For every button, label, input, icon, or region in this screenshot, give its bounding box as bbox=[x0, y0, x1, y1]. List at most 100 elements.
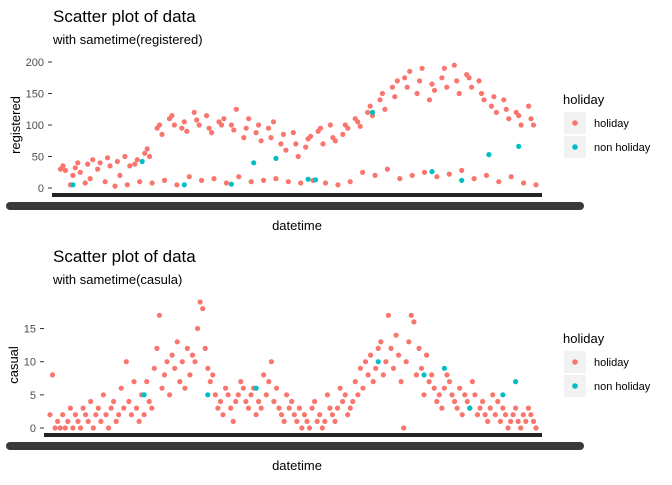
data-point bbox=[375, 359, 381, 365]
data-point bbox=[248, 179, 254, 185]
data-point bbox=[327, 122, 333, 128]
data-point bbox=[271, 398, 277, 405]
data-point bbox=[228, 122, 234, 128]
data-point bbox=[533, 425, 539, 431]
data-point bbox=[334, 405, 341, 411]
data-point bbox=[256, 398, 262, 405]
data-point bbox=[441, 365, 447, 371]
data-point bbox=[243, 125, 249, 131]
legend-key-dot bbox=[572, 383, 578, 389]
data-point bbox=[296, 405, 302, 411]
data-point bbox=[281, 418, 287, 424]
data-point bbox=[248, 392, 254, 398]
data-point bbox=[419, 65, 425, 71]
data-point bbox=[368, 352, 374, 358]
series-holiday bbox=[57, 62, 539, 189]
data-point bbox=[181, 182, 187, 188]
data-point bbox=[523, 418, 529, 424]
data-point bbox=[261, 372, 267, 378]
data-point bbox=[483, 172, 490, 178]
data-point bbox=[392, 94, 398, 100]
data-point bbox=[141, 392, 147, 398]
data-point bbox=[144, 146, 150, 152]
data-point bbox=[212, 392, 218, 398]
data-point bbox=[352, 379, 358, 385]
data-point bbox=[466, 75, 472, 81]
data-point bbox=[209, 130, 215, 136]
data-point bbox=[360, 385, 366, 391]
data-point bbox=[283, 147, 289, 153]
data-point bbox=[286, 405, 292, 411]
data-point bbox=[220, 412, 226, 418]
x-axis-label: datetime bbox=[272, 218, 322, 233]
data-point bbox=[464, 398, 470, 405]
data-point bbox=[117, 172, 123, 178]
data-point bbox=[171, 122, 177, 128]
data-point bbox=[421, 392, 427, 398]
data-point bbox=[490, 392, 496, 398]
data-point bbox=[408, 312, 414, 318]
data-point bbox=[169, 352, 175, 358]
data-point bbox=[238, 379, 244, 385]
data-point bbox=[426, 97, 433, 103]
data-point bbox=[436, 392, 442, 398]
data-point bbox=[179, 359, 185, 365]
data-point bbox=[57, 425, 63, 431]
data-point bbox=[347, 179, 353, 185]
data-point bbox=[236, 174, 242, 180]
data-point bbox=[322, 180, 329, 186]
data-point bbox=[206, 125, 212, 131]
data-point bbox=[417, 78, 423, 84]
data-point bbox=[47, 412, 53, 418]
legend-key-dot bbox=[572, 144, 578, 150]
data-point bbox=[182, 385, 188, 391]
data-point bbox=[139, 158, 145, 165]
data-point bbox=[156, 312, 162, 318]
data-point bbox=[322, 418, 328, 424]
data-point bbox=[60, 412, 66, 418]
data-point bbox=[456, 90, 462, 97]
data-point bbox=[85, 418, 91, 424]
data-point bbox=[434, 398, 440, 405]
data-point bbox=[147, 153, 153, 160]
data-point bbox=[70, 425, 76, 431]
data-point bbox=[159, 385, 165, 391]
data-point bbox=[192, 359, 198, 365]
y-tick-label: 200 bbox=[26, 57, 44, 69]
data-point bbox=[414, 90, 420, 97]
y-tick-label: 15 bbox=[24, 324, 36, 336]
data-point bbox=[355, 119, 361, 125]
data-point bbox=[124, 182, 130, 188]
data-point bbox=[513, 405, 519, 411]
data-point bbox=[375, 345, 381, 351]
data-point bbox=[313, 177, 319, 183]
data-point bbox=[211, 176, 217, 182]
data-point bbox=[357, 365, 363, 371]
data-point bbox=[481, 97, 487, 103]
data-point bbox=[360, 169, 366, 175]
data-point bbox=[510, 412, 516, 418]
data-point bbox=[377, 97, 383, 103]
data-point bbox=[98, 418, 104, 424]
data-point bbox=[270, 119, 277, 125]
data-point bbox=[102, 179, 108, 185]
data-point bbox=[134, 157, 140, 163]
data-point bbox=[362, 359, 369, 365]
data-point bbox=[378, 339, 384, 345]
data-point bbox=[195, 325, 201, 332]
data-point bbox=[225, 392, 231, 398]
data-point bbox=[93, 412, 99, 418]
data-point bbox=[441, 65, 447, 71]
data-point bbox=[142, 150, 148, 156]
data-point bbox=[530, 418, 537, 424]
data-point bbox=[449, 392, 455, 398]
data-point bbox=[121, 405, 127, 411]
data-point bbox=[372, 172, 378, 178]
data-point bbox=[159, 131, 165, 137]
data-point bbox=[218, 122, 225, 128]
data-point bbox=[243, 398, 249, 405]
data-point bbox=[429, 81, 435, 87]
data-point bbox=[223, 180, 229, 186]
data-point bbox=[114, 158, 120, 165]
data-point bbox=[347, 405, 353, 411]
